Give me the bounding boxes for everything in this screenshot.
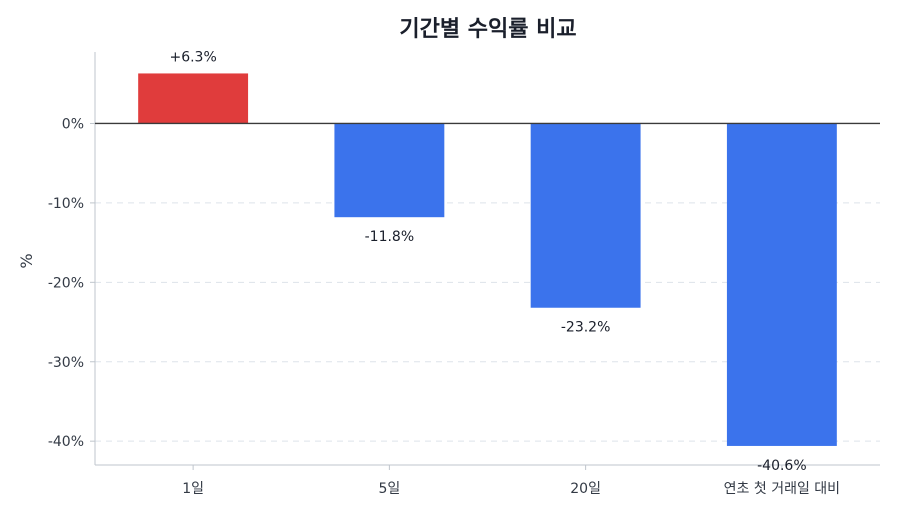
data-label: -11.8% [365, 229, 415, 245]
axes [90, 52, 880, 470]
x-tick-label: 5일 [378, 481, 400, 497]
y-tick-label: -20% [48, 275, 84, 291]
bars [138, 73, 837, 446]
y-axis-label: % [17, 253, 36, 268]
y-tick-label: 0% [62, 116, 84, 132]
x-tick-label: 연초 첫 거래일 대비 [724, 481, 840, 497]
data-label: -40.6% [757, 458, 807, 474]
bar [726, 123, 837, 446]
bar [334, 123, 445, 218]
y-tick-label: -40% [48, 434, 84, 450]
y-tick-label: -30% [48, 355, 84, 371]
chart-title: 기간별 수익률 비교 [399, 17, 576, 42]
x-tick-label: 20일 [570, 481, 601, 497]
data-label: +6.3% [169, 49, 216, 65]
bar [530, 123, 641, 308]
labels: 0% -10% -20% -30% -40% +6.3% 1일 -11.8% 5일 -23.2% 2… [48, 49, 840, 497]
y-tick-label: -10% [48, 196, 84, 212]
data-label: -23.2% [561, 320, 611, 336]
bar [138, 73, 249, 124]
x-tick-label: 1일 [182, 481, 204, 497]
